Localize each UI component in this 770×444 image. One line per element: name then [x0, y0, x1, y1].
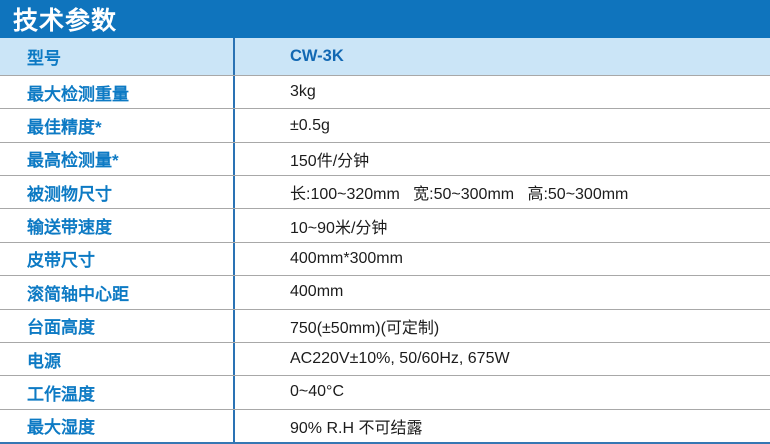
spec-label: 滚简轴中心距	[27, 284, 129, 304]
table-row-belt-speed: 输送带速度 10~90米/分钟	[0, 208, 770, 242]
spec-label: 最大湿度	[27, 418, 95, 438]
spec-label: 皮带尺寸	[27, 251, 95, 271]
spec-value: 长:100~320mm 宽:50~300mm 高:50~300mm	[233, 176, 770, 209]
spec-value: 150件/分钟	[233, 142, 770, 176]
section-title-bar: 技术参数	[0, 0, 770, 38]
spec-label: 电源	[27, 351, 61, 371]
table-row-power: 电源 AC220V±10%, 50/60Hz, 675W	[0, 341, 770, 376]
spec-label: 台面高度	[27, 318, 95, 338]
spec-value: 3kg	[233, 76, 770, 109]
table-row-working-temperature: 工作温度 0~40°C	[0, 375, 770, 409]
spec-label: 输送带速度	[27, 218, 112, 238]
model-header-value: CW-3K	[233, 38, 770, 75]
table-header-row: 型号 CW-3K	[0, 38, 770, 75]
table-row-table-height: 台面高度 750(±50mm)(可定制)	[0, 308, 770, 342]
spec-value: 90% R.H 不可结露	[233, 409, 770, 442]
spec-value: 0~40°C	[233, 376, 770, 409]
table-row-roller-center-distance: 滚简轴中心距 400mm	[0, 275, 770, 309]
table-row-best-accuracy: 最佳精度* ±0.5g	[0, 108, 770, 142]
spec-label: 最大检测重量	[27, 84, 129, 104]
spec-value: 400mm*300mm	[233, 242, 770, 276]
section-title: 技术参数	[13, 7, 118, 35]
table-row-max-humidity: 最大湿度 90% R.H 不可结露	[0, 408, 770, 442]
spec-value: 750(±50mm)(可定制)	[233, 309, 770, 342]
table-row-max-throughput: 最高检测量* 150件/分钟	[0, 141, 770, 176]
table-row-object-size: 被测物尺寸 长:100~320mm 宽:50~300mm 高:50~300mm	[0, 175, 770, 209]
spec-value: 10~90米/分钟	[233, 209, 770, 242]
table-row-max-weight: 最大检测重量 3kg	[0, 75, 770, 109]
spec-value: ±0.5g	[233, 109, 770, 142]
spec-value: AC220V±10%, 50/60Hz, 675W	[233, 342, 770, 376]
spec-label: 工作温度	[27, 384, 95, 404]
spec-label: 最佳精度*	[27, 118, 102, 138]
spec-label: 被测物尺寸	[27, 184, 112, 204]
spec-label: 最高检测量*	[27, 151, 119, 171]
table-row-belt-size: 皮带尺寸 400mm*300mm	[0, 241, 770, 276]
spec-value: 400mm	[233, 276, 770, 309]
model-header-label: 型号	[27, 49, 61, 68]
spec-table: 型号 CW-3K 最大检测重量 3kg 最佳精度* ±0.5g 最高检测量* 1…	[0, 38, 770, 444]
